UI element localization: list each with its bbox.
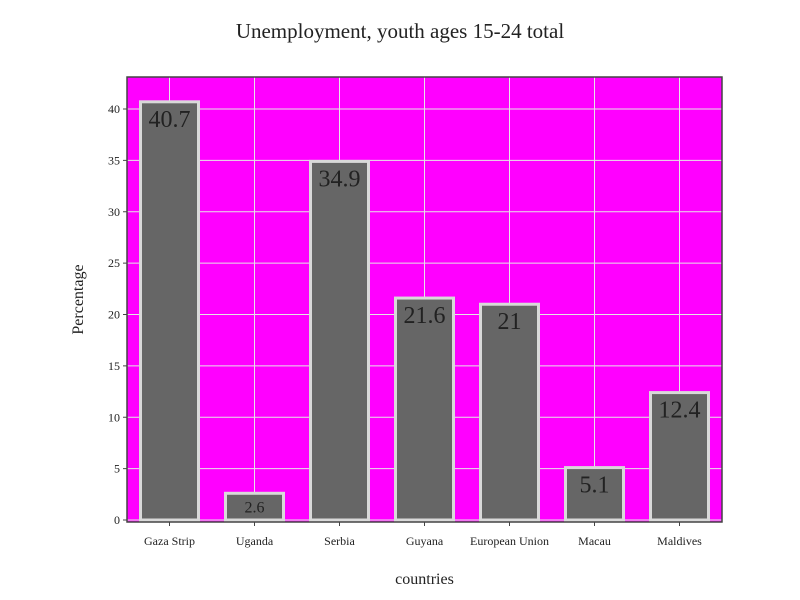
bars — [139, 100, 710, 522]
y-axis: 0 5 10 15 20 25 30 35 40 — [108, 102, 127, 527]
data-label: 21 — [498, 309, 522, 335]
y-tick-label: 25 — [108, 256, 120, 270]
y-axis-title: Percentage — [70, 264, 87, 334]
bar — [479, 302, 540, 522]
data-label: 12.4 — [659, 398, 701, 424]
data-label: 5.1 — [580, 473, 610, 499]
bar — [394, 296, 455, 522]
data-labels: 40.7 2.6 34.9 21.6 21 5.1 12.4 — [149, 107, 701, 516]
data-label: 21.6 — [404, 303, 446, 329]
bar — [564, 466, 625, 522]
y-tick-label: 40 — [108, 102, 120, 116]
y-tick-label: 0 — [114, 513, 120, 527]
x-tick-label: Gaza Strip — [144, 534, 195, 548]
x-tick-label: Uganda — [236, 534, 274, 548]
plot-border — [126, 76, 723, 523]
x-tick-label: Serbia — [324, 534, 355, 548]
x-tick-label: Guyana — [406, 534, 444, 548]
x-axis: Gaza Strip Uganda Serbia Guyana European Uni… — [144, 522, 702, 548]
chart-title: Unemployment, youth ages 15-24 total — [235, 19, 565, 43]
bar — [224, 491, 285, 522]
y-tick-label: 5 — [114, 462, 120, 476]
y-tick-label: 15 — [108, 359, 120, 373]
data-label: 2.6 — [245, 499, 265, 516]
bar — [309, 159, 370, 522]
x-tick-label: European Union — [470, 534, 549, 548]
x-axis-title: countries — [395, 571, 454, 588]
data-label: 34.9 — [319, 166, 361, 192]
x-tick-label: Macau — [578, 534, 611, 548]
y-tick-label: 20 — [108, 308, 120, 322]
y-tick-label: 35 — [108, 153, 120, 167]
x-tick-label: Maldives — [657, 534, 702, 548]
bar — [139, 100, 200, 522]
data-label: 40.7 — [149, 107, 191, 133]
y-tick-label: 30 — [108, 205, 120, 219]
bar — [649, 391, 710, 522]
y-tick-label: 10 — [108, 410, 120, 424]
